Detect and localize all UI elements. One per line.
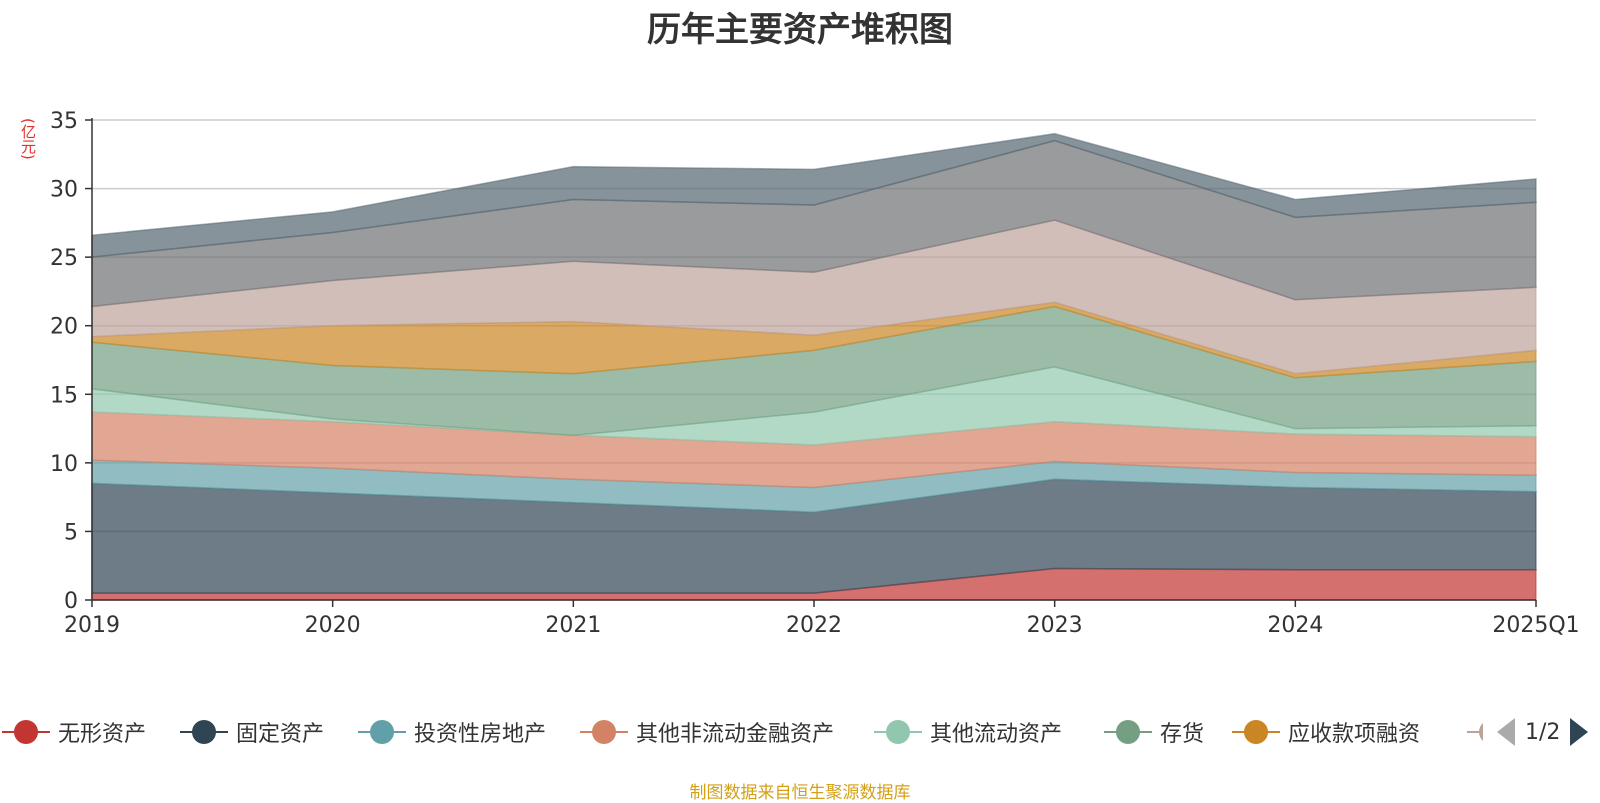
x-tick-label: 2025Q1 (1492, 613, 1579, 638)
y-tick-label: 25 (50, 246, 78, 271)
legend-label: 其他非流动金融资产 (636, 722, 835, 747)
legend-marker-icon (1102, 712, 1154, 752)
legend-item-clipped[interactable] (1465, 712, 1483, 752)
legend-item[interactable]: 应收款项融资 (1230, 712, 1420, 752)
chart-title: 历年主要资产堆积图 (647, 10, 953, 50)
legend-page-indicator: 1/2 (1525, 719, 1561, 745)
legend-item[interactable]: 存货 (1102, 712, 1204, 752)
legend-item[interactable]: 投资性房地产 (356, 712, 546, 752)
legend-label: 应收款项融资 (1288, 722, 1421, 747)
legend-item[interactable]: 固定资产 (178, 712, 324, 752)
x-tick-label: 2024 (1267, 613, 1323, 638)
legend-marker-icon (578, 712, 630, 752)
legend-label: 投资性房地产 (414, 722, 547, 747)
y-tick-label: 5 (64, 520, 78, 545)
y-tick-label: 35 (50, 109, 78, 134)
legend: 无形资产 固定资产 投资性房地产 其他非流动金融资产 其他流动资产 存货 应收款项融资 (0, 712, 1600, 752)
data-source-footer: 制图数据来自恒生聚源数据库 (689, 783, 911, 803)
y-tick-label: 0 (64, 589, 78, 614)
legend-marker-icon (356, 712, 408, 752)
y-tick-label: 15 (50, 383, 78, 408)
legend-label: 无形资产 (58, 722, 147, 747)
y-tick-label: 20 (50, 315, 78, 340)
legend-pager: 1/2 (1497, 712, 1589, 752)
legend-marker-icon (1230, 712, 1282, 752)
legend-marker-icon (872, 712, 924, 752)
legend-prev-arrow-icon (1497, 718, 1515, 746)
y-axis-unit-label: (亿元) (19, 118, 37, 160)
legend-marker-icon (178, 712, 230, 752)
legend-label: 存货 (1160, 722, 1205, 747)
x-tick-label: 2021 (545, 613, 601, 638)
area-series-10 (91, 132, 1537, 258)
legend-next-arrow-icon[interactable] (1570, 718, 1589, 746)
x-tick-label: 2019 (64, 613, 120, 638)
x-tick-label: 2022 (786, 613, 842, 638)
legend-item[interactable]: 无形资产 (0, 712, 146, 752)
legend-item[interactable]: 其他流动资产 (872, 712, 1062, 752)
y-tick-label: 10 (50, 452, 78, 477)
legend-marker-icon (1465, 712, 1483, 752)
legend-item[interactable]: 其他非流动金融资产 (578, 712, 834, 752)
legend-marker-icon (0, 712, 52, 752)
stacked-area-chart: 0 5 10 15 20 25 30 35 2019 2020 2021 2022 2023 2024 20… (50, 109, 1580, 638)
x-tick-label: 2023 (1027, 613, 1083, 638)
legend-label: 其他流动资产 (930, 722, 1063, 747)
x-tick-label: 2020 (305, 613, 361, 638)
legend-label: 固定资产 (236, 722, 325, 747)
y-tick-label: 30 (50, 178, 78, 203)
